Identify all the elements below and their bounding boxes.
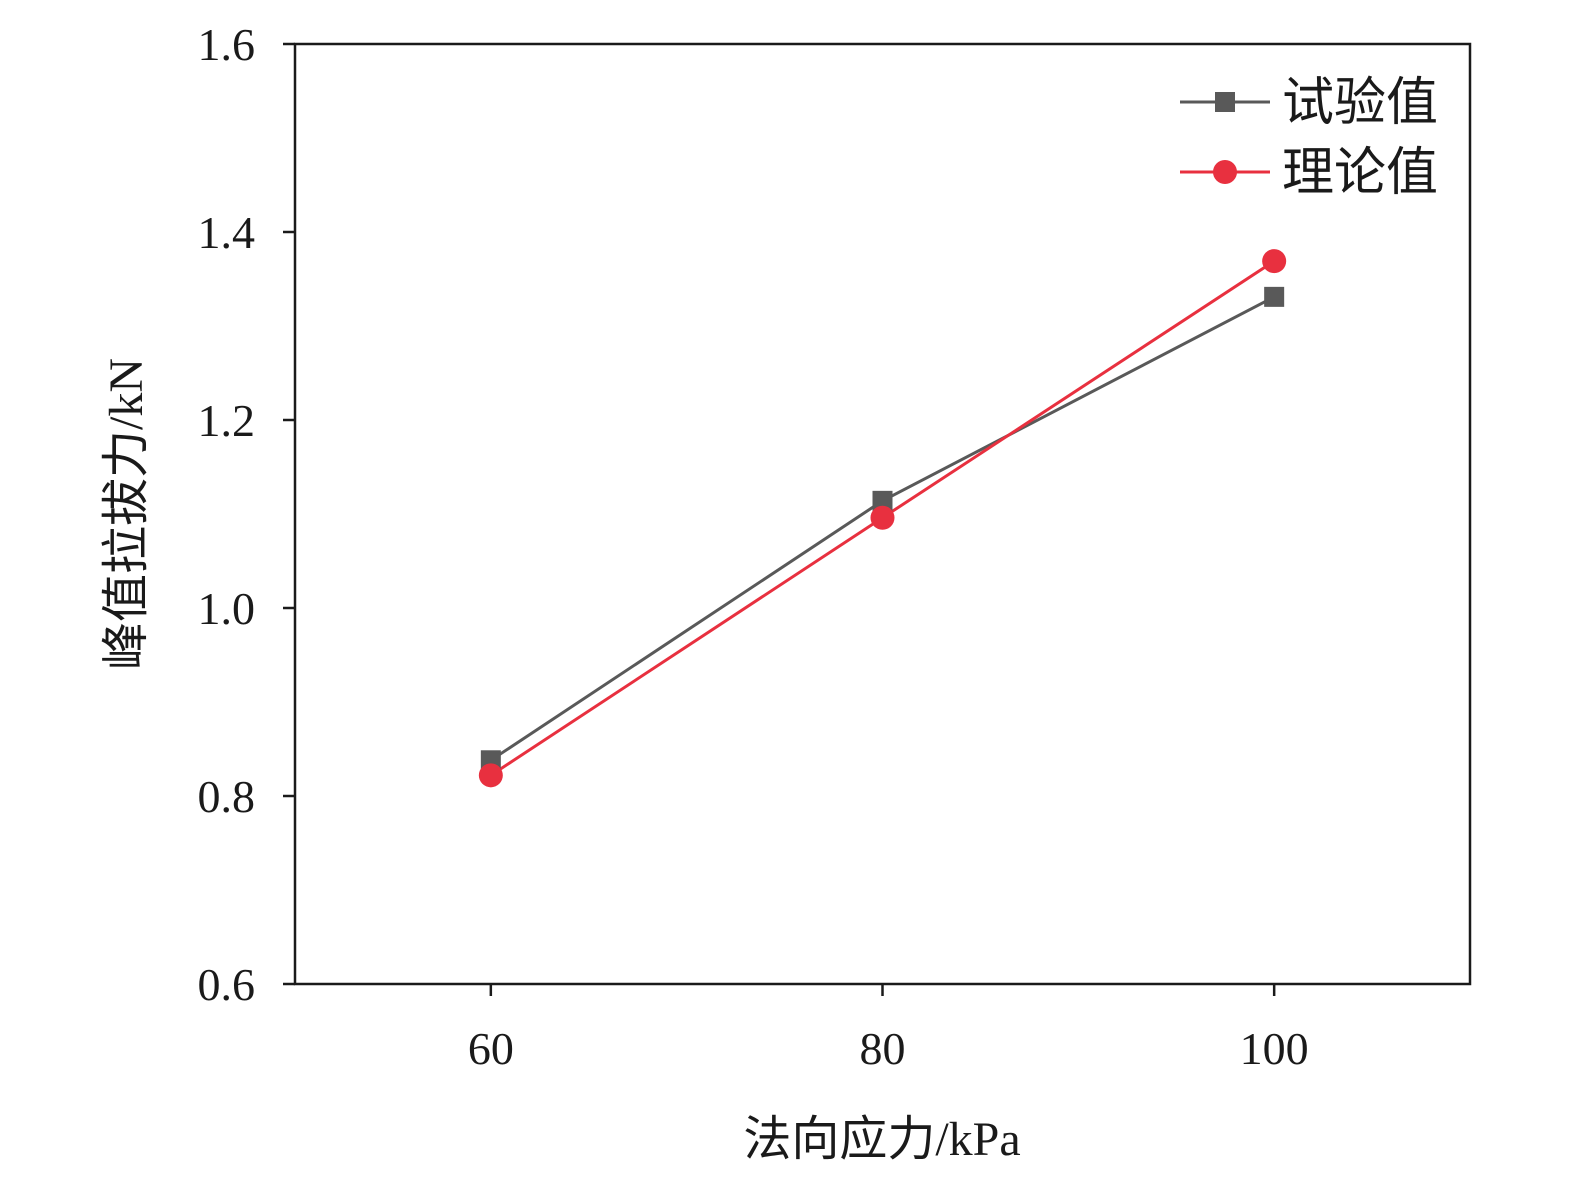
x-tick-label: 80 [860,1023,906,1074]
y-tick-label: 0.6 [198,959,256,1010]
data-point [870,505,895,530]
legend-marker [1215,92,1235,112]
y-axis-label: 峰值拉拔力/kN [100,358,153,670]
legend-label: 理论值 [1282,145,1438,202]
data-point [1264,286,1285,307]
y-tick-label: 1.2 [198,395,256,446]
data-point [478,763,503,788]
x-axis-label: 法向应力/kPa [743,1113,1020,1166]
x-tick-label: 60 [468,1023,514,1074]
y-tick-label: 1.0 [198,583,256,634]
y-tick-label: 1.6 [198,19,256,70]
data-point [1262,249,1287,274]
legend-label: 试验值 [1282,75,1438,132]
x-tick-label: 100 [1240,1023,1309,1074]
data-point [872,490,893,511]
y-tick-label: 0.8 [198,771,256,822]
y-tick-label: 1.4 [198,207,256,258]
legend-marker [1213,160,1237,184]
